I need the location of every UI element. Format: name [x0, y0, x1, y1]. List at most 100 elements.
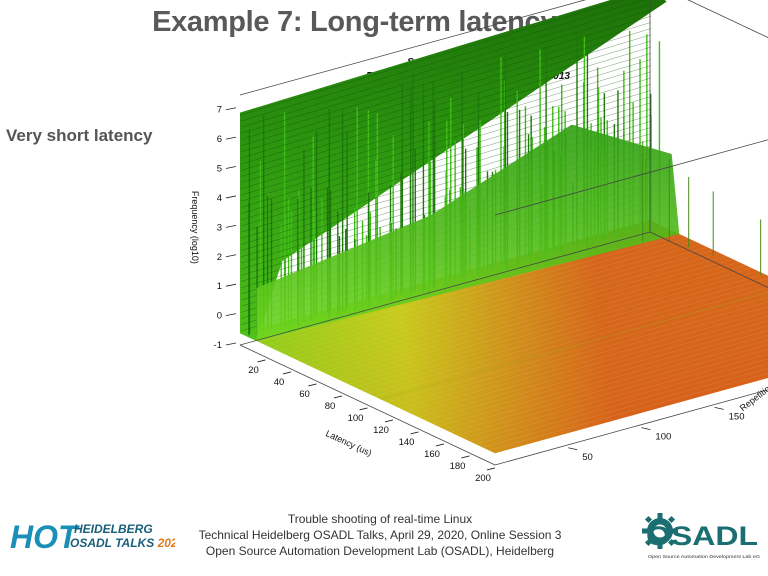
x-tick-mark: [257, 359, 266, 363]
x-tick-label: 100: [348, 413, 364, 424]
x-tick-mark: [308, 383, 317, 387]
wall-contour: [241, 40, 652, 165]
hot-logo-big: HOT: [10, 520, 80, 552]
wall-contour: [241, 52, 652, 177]
x-tick-mark: [410, 431, 419, 435]
floor-mesh-line: [354, 273, 765, 388]
floor-mesh-line: [271, 234, 682, 349]
surface-bumps: [256, 124, 680, 341]
floor-mesh-line: [322, 258, 733, 373]
x-tick-label: 160: [424, 449, 440, 460]
hot-logo-line1: HEIDELBERG: [74, 522, 153, 536]
floor-mesh-line: [463, 353, 768, 439]
floor-mesh-line: [386, 296, 768, 403]
box-edge: [239, 231, 651, 346]
x-tick-mark: [282, 371, 292, 375]
footer-line3: Open Source Automation Development Lab (…: [205, 544, 555, 558]
floor-mesh-line: [488, 372, 768, 451]
surface-mesh: [240, 0, 768, 454]
wall-contour: [241, 59, 652, 183]
x-tick-mark: [384, 419, 394, 423]
floor-mesh-line: [367, 282, 768, 394]
floor-mesh-line: [316, 255, 727, 370]
floor-ridge: [380, 292, 768, 400]
floor-mesh-line: [475, 363, 768, 445]
floor-mesh-line: [303, 249, 714, 364]
floor-mesh-line: [443, 339, 768, 430]
x-tick-mark: [461, 455, 470, 459]
hot-heidelberg-logo: HOT HEIDELBERG OSADL TALKS 2020: [10, 520, 175, 552]
z-tick-label: 3: [217, 222, 222, 233]
floor-mesh-line: [361, 277, 768, 391]
y-tick-mark: [568, 447, 578, 451]
wall-contour: [241, 102, 652, 227]
floor-mesh-line: [335, 264, 746, 379]
z-tick-mark: [225, 136, 237, 140]
floor-mesh-line: [290, 243, 702, 358]
floor-mesh-line: [392, 301, 768, 406]
wall-contour: [241, 96, 652, 220]
floor-mesh-line: [310, 252, 721, 367]
footer-line1: Trouble shooting of real-time Linux: [287, 512, 473, 526]
osadl-logo-name: OSADL: [646, 521, 758, 551]
z-tick-mark: [225, 313, 237, 316]
z-tick-mark: [225, 283, 237, 287]
x-tick-label: 60: [299, 389, 310, 400]
z-tick-mark: [225, 254, 237, 258]
surface-floor-shade: [240, 220, 768, 454]
x-tick-mark: [359, 407, 368, 411]
y-tick-label: 150: [729, 411, 745, 422]
side-label: Very short latency: [6, 126, 153, 145]
x-tick-label: 200: [475, 473, 491, 484]
surface-wall: [240, 0, 667, 341]
floor-mesh-line: [341, 267, 753, 382]
floor-mesh-line: [469, 358, 768, 442]
z-tick-mark: [225, 224, 237, 228]
z-tick-label: 1: [217, 281, 222, 292]
bounding-box: [239, 0, 768, 466]
y-tick-label: 100: [655, 432, 671, 443]
z-tick-mark: [225, 195, 237, 199]
wall-contour: [241, 0, 645, 122]
x-tick-label: 120: [373, 425, 389, 436]
x-tick-mark: [333, 395, 343, 399]
floor-mesh-line: [424, 325, 768, 421]
gear-icon: [642, 513, 678, 549]
x-tick-mark: [486, 467, 496, 471]
floor-mesh-line: [373, 287, 768, 397]
wall-contour: [241, 28, 652, 153]
z-tick-mark: [225, 342, 237, 346]
z-tick-label: -1: [214, 340, 222, 351]
floor-mesh-line: [399, 306, 768, 409]
x-tick-label: 140: [399, 437, 415, 448]
floor-mesh-line: [450, 344, 768, 433]
z-tick-label: 7: [217, 105, 222, 116]
floor-mesh-line: [329, 261, 740, 376]
wall-contour: [241, 15, 652, 140]
wall-contour: [241, 3, 652, 128]
box-edge: [494, 139, 768, 216]
floor-mesh-line: [412, 315, 768, 415]
wall-contour: [241, 65, 652, 190]
wall-contour: [241, 34, 652, 159]
osadl-logo: OSADL Open Source Automation Development…: [642, 513, 760, 559]
y-tick-mark: [641, 427, 651, 430]
z-axis-label: Frequency (log10): [190, 191, 200, 264]
floor-mesh-line: [278, 237, 689, 352]
x-axis-label: Latency (us): [324, 428, 373, 458]
footer: Trouble shooting of real-time Linux Tech…: [180, 511, 580, 559]
box-edge: [239, 0, 587, 96]
wall-contour: [241, 83, 652, 208]
floor-mesh-line: [418, 320, 768, 418]
floor-mesh-line: [456, 349, 768, 436]
z-tick-mark: [225, 166, 237, 169]
box-edge: [687, 0, 768, 38]
footer-line2: Technical Heidelberg OSADL Talks, April …: [198, 528, 562, 542]
floor-mesh-line: [431, 330, 768, 424]
floor-mesh-line: [297, 246, 708, 361]
z-tick-label: 6: [217, 134, 222, 145]
z-tick-label: 2: [217, 252, 222, 263]
wall-contour: [241, 71, 652, 196]
wall-contour: [241, 9, 652, 134]
floor-mesh-line: [482, 368, 768, 448]
